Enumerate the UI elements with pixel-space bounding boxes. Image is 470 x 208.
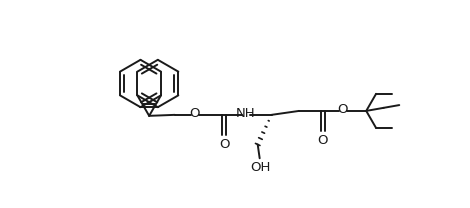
- Text: O: O: [189, 107, 200, 120]
- Text: OH: OH: [251, 161, 271, 174]
- Text: O: O: [219, 137, 229, 151]
- Text: O: O: [337, 103, 348, 116]
- Text: O: O: [318, 134, 328, 147]
- Text: NH: NH: [236, 107, 256, 120]
